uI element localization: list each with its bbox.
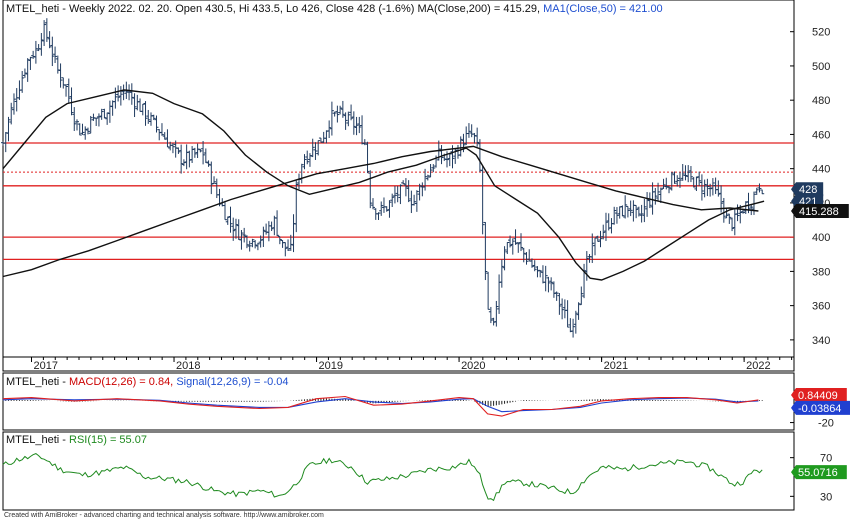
price-value-tag-label: 428 [799,184,817,196]
x-tick-label: 2020 [461,360,485,372]
price-title-open: Open 430.5 [175,3,233,15]
rsi-y-tick-label: 70 [820,453,832,465]
price-value-tag [791,182,824,197]
rsi-plot-layer: 30 70 55.0716 [2,453,847,503]
rsi-value-tag-label: 55.0716 [798,467,838,479]
macd-value-tag [791,400,850,415]
price-y-tick-label: 460 [812,129,830,141]
macd-title: MTEL_heti - MACD(12,26) = 0.84, Signal(1… [6,376,289,388]
price-y-tick-label: 400 [812,232,830,244]
footer-credit: Created with AmiBroker - advanced charti… [4,512,324,519]
rsi-y-tick-label: 30 [820,491,832,503]
rsi-title: MTEL_heti - RSI(15) = 55.07 [6,434,147,446]
rsi-title-symbol: MTEL_heti [6,434,59,446]
rsi-title-rsi: RSI(15) = 55.07 [69,434,147,446]
price-title-symbol: MTEL_heti [6,3,59,15]
macd-value-tag-label: -0.03864 [798,403,841,415]
price-title-period: Weekly [69,3,105,15]
macd-line [2,395,759,417]
macd-panel [2,372,795,431]
price-plot-layer: 3403603804004204404604805005202017201820… [1,18,849,372]
price-title-low: Lo 426 [286,3,320,15]
price-title-high: Hi 433.5 [239,3,280,15]
price-title: MTEL_heti - Weekly 2022. 02. 20. Open 43… [6,3,663,15]
macd-title-symbol: MTEL_heti [6,376,59,388]
price-title-ma50: MA1(Close,50) = 421.00 [543,3,663,15]
x-tick-label: 2022 [746,360,770,372]
price-title-close: Close 428 (-1.6%) [326,3,415,15]
macd-title-macd: MACD(12,26) = 0.84, [69,376,173,388]
price-y-tick-label: 480 [812,95,830,107]
price-value-tag-label: 415.288 [799,206,839,218]
ma200-line [2,145,759,278]
x-tick-label: 2019 [319,360,343,372]
x-tick-label: 2017 [34,360,58,372]
rsi-value-tag [791,465,847,480]
price-value-tag [791,203,849,218]
price-y-tick-label: 360 [812,301,830,313]
price-y-tick-label: 520 [812,27,830,39]
ma50-line [2,89,765,281]
macd-y-tick-label: -20 [818,418,834,430]
price-title-date: 2022. 02. 20. [108,3,172,15]
rsi-line [2,453,763,502]
x-tick-label: 2018 [176,360,200,372]
macd-title-signal: Signal(12,26,9) = -0.04 [176,376,288,388]
x-tick-label: 2021 [604,360,628,372]
price-y-tick-label: 340 [812,335,830,347]
macd-plot-layer: -20 0.84409-0.03864 [2,387,850,430]
macd-value-tag [791,387,847,402]
price-y-tick-label: 440 [812,164,830,176]
signal-line [2,397,759,413]
macd-value-tag-label: 0.84409 [798,390,838,402]
price-title-ma200: MA(Close,200) = 415.29 [417,3,537,15]
price-y-tick-label: 380 [812,266,830,278]
price-y-tick-label: 500 [812,61,830,73]
